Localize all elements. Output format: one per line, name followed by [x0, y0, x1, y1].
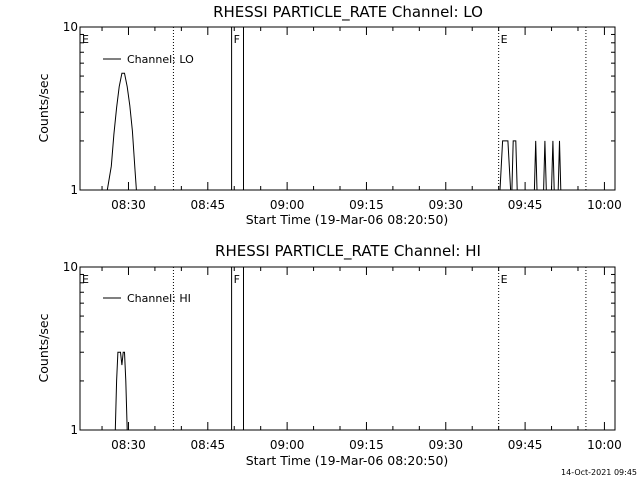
legend-hi: Channel: HI: [103, 292, 191, 305]
y-axis-label-hi: Counts/sec: [36, 313, 51, 382]
x-tick-label-hi: 08:30: [111, 438, 146, 452]
event-marker-label-hi: E: [82, 273, 89, 286]
x-axis-label-hi: Start Time (19-Mar-06 08:20:50): [246, 453, 449, 468]
event-marker-label-lo: E: [501, 33, 508, 46]
x-tick-label-lo: 08:45: [191, 198, 226, 212]
y-tick-label-hi: 1: [70, 423, 78, 437]
x-tick-label-lo: 09:30: [428, 198, 463, 212]
legend-label-hi: Channel: HI: [127, 292, 191, 305]
panel-hi: RHESSI PARTICLE_RATE Channel: HI Counts/…: [36, 242, 622, 468]
event-marker-label-hi: F: [234, 273, 240, 286]
x-tick-label-lo: 09:00: [270, 198, 305, 212]
legend-lo: Channel: LO: [103, 53, 194, 66]
x-tick-label-lo: 09:15: [349, 198, 384, 212]
series-line-hi: [114, 351, 128, 431]
x-axis-label-lo: Start Time (19-Mar-06 08:20:50): [246, 212, 449, 227]
chart-title-lo: RHESSI PARTICLE_RATE Channel: LO: [213, 3, 483, 22]
x-tick-label-hi: 10:00: [587, 438, 622, 452]
x-tick-label-hi: 09:45: [508, 438, 543, 452]
x-tick-label-hi: 09:15: [349, 438, 384, 452]
x-tick-label-lo: 08:30: [111, 198, 146, 212]
event-marker-label-lo: E: [82, 33, 89, 46]
chart-title-hi: RHESSI PARTICLE_RATE Channel: HI: [215, 242, 481, 261]
x-tick-label-lo: 10:00: [587, 198, 622, 212]
generation-timestamp: 14-Oct-2021 09:45: [561, 468, 637, 477]
y-tick-label-lo: 1: [70, 183, 78, 197]
event-marker-label-hi: E: [501, 273, 508, 286]
x-tick-label-hi: 09:30: [428, 438, 463, 452]
event-marker-label-lo: F: [234, 33, 240, 46]
x-tick-label-lo: 09:45: [508, 198, 543, 212]
x-tick-label-hi: 09:00: [270, 438, 305, 452]
panel-lo: RHESSI PARTICLE_RATE Channel: LO Counts/…: [36, 3, 622, 227]
y-tick-label-lo: 10: [63, 20, 78, 34]
x-tick-label-hi: 08:45: [191, 438, 226, 452]
series-line-lo: [106, 72, 562, 191]
y-tick-label-hi: 10: [63, 260, 78, 274]
y-axis-label-lo: Counts/sec: [36, 73, 51, 142]
legend-label-lo: Channel: LO: [127, 53, 194, 66]
